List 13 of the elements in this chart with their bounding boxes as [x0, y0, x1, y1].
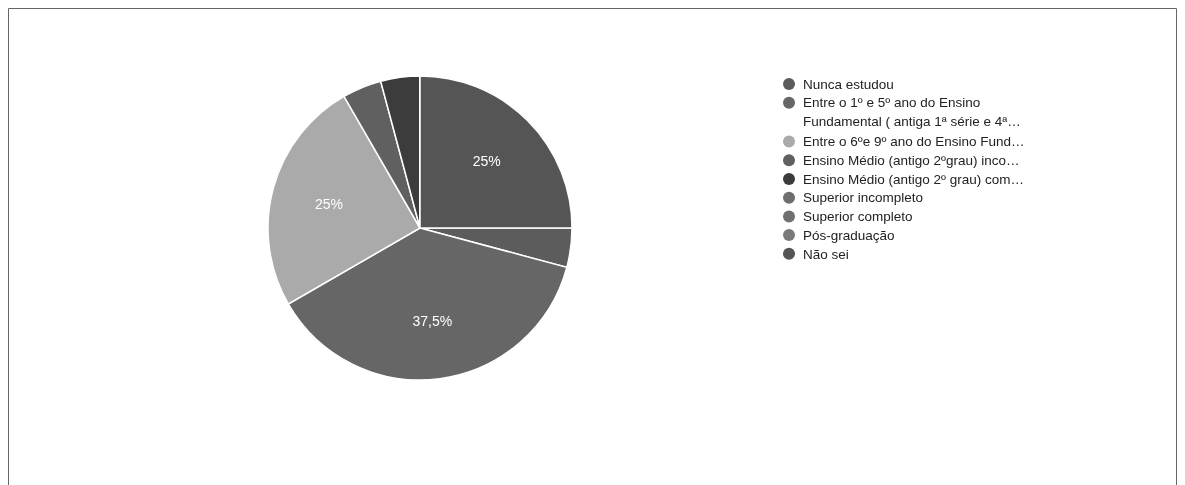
data-label: 25% [314, 195, 343, 212]
category-label: Entre o 1º e 5º ano do Ensino [803, 95, 981, 111]
legend-label: Ensino Médio (antigo 2ºgrau) inco… [803, 153, 1020, 169]
legend-label: Superior completo [803, 209, 913, 225]
data-label: 37,5% [412, 313, 453, 330]
legend-label: Ensino Médio (antigo 2º grau) com… [803, 171, 1025, 187]
legend-label: Nunca estudou [803, 76, 894, 92]
legend-label: Superior incompleto [803, 190, 924, 206]
legend-label: Entre o 6ºe 9º ano do Ensino Fund… [803, 134, 1025, 150]
legend-label: Pós-graduação [803, 227, 895, 243]
legend-label: Não sei [803, 246, 849, 262]
data-label: 25% [472, 153, 501, 170]
category-label: Fundamental ( antiga 1ª série e 4ª… [803, 114, 1021, 130]
